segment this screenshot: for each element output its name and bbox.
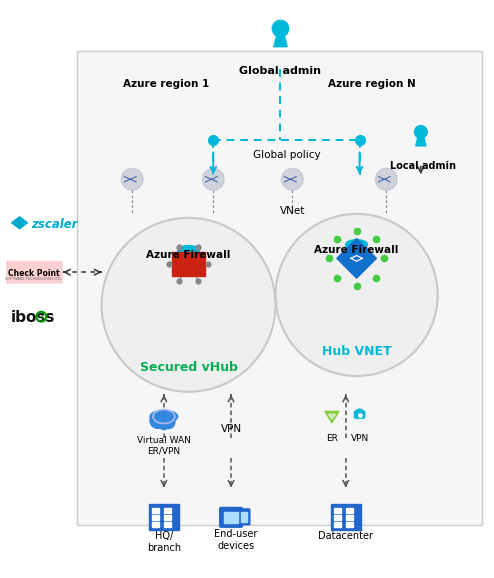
FancyBboxPatch shape [152, 523, 159, 527]
Ellipse shape [150, 410, 178, 423]
Text: Virtual WAN
ER/VPN: Virtual WAN ER/VPN [137, 436, 191, 455]
Circle shape [158, 417, 170, 429]
FancyBboxPatch shape [241, 512, 247, 522]
FancyBboxPatch shape [346, 523, 353, 527]
Circle shape [186, 249, 197, 260]
FancyBboxPatch shape [346, 515, 353, 520]
Ellipse shape [346, 240, 368, 250]
FancyBboxPatch shape [152, 508, 159, 513]
Text: ER: ER [326, 434, 338, 443]
Text: Datacenter: Datacenter [318, 531, 373, 541]
Circle shape [354, 243, 365, 254]
FancyBboxPatch shape [152, 515, 159, 520]
Polygon shape [337, 239, 376, 278]
Polygon shape [329, 414, 335, 419]
FancyBboxPatch shape [334, 515, 341, 520]
Text: Azure region 1: Azure region 1 [123, 79, 209, 90]
Circle shape [272, 20, 288, 37]
Circle shape [346, 242, 358, 254]
Circle shape [375, 168, 397, 190]
Text: VNet: VNet [280, 206, 305, 216]
FancyBboxPatch shape [5, 261, 62, 283]
Text: Hub VNET: Hub VNET [322, 344, 391, 358]
Polygon shape [416, 137, 426, 146]
Text: Azure Firewall: Azure Firewall [314, 244, 399, 254]
FancyBboxPatch shape [334, 508, 341, 513]
Text: iboss: iboss [11, 310, 55, 325]
Text: Azure region N: Azure region N [328, 79, 415, 90]
Text: zscaler: zscaler [32, 218, 78, 231]
FancyBboxPatch shape [331, 505, 361, 530]
Text: SOFTWARE TECHNOLOGIES LTD.: SOFTWARE TECHNOLOGIES LTD. [5, 277, 62, 281]
FancyBboxPatch shape [224, 512, 238, 523]
Polygon shape [12, 217, 28, 229]
FancyBboxPatch shape [220, 507, 243, 527]
Circle shape [122, 168, 143, 190]
Circle shape [161, 415, 175, 429]
Text: VPN: VPN [350, 434, 369, 443]
Polygon shape [325, 412, 339, 423]
Text: Global policy: Global policy [252, 150, 320, 160]
Text: Local admin: Local admin [390, 161, 456, 171]
Text: VPN: VPN [220, 424, 242, 435]
Ellipse shape [178, 246, 200, 255]
FancyBboxPatch shape [164, 508, 171, 513]
Text: HQ/
branch: HQ/ branch [147, 531, 181, 553]
FancyBboxPatch shape [149, 505, 179, 530]
FancyBboxPatch shape [164, 515, 171, 520]
Circle shape [282, 168, 303, 190]
Text: Secured vHub: Secured vHub [140, 361, 238, 373]
Circle shape [178, 248, 190, 260]
Circle shape [414, 125, 427, 138]
FancyBboxPatch shape [172, 253, 206, 276]
Circle shape [184, 251, 194, 261]
FancyBboxPatch shape [77, 51, 482, 525]
Polygon shape [274, 35, 287, 47]
FancyBboxPatch shape [355, 412, 365, 418]
Circle shape [102, 218, 276, 392]
Circle shape [203, 168, 224, 190]
FancyBboxPatch shape [238, 509, 250, 525]
Text: Global admin: Global admin [240, 66, 322, 76]
Text: Azure Firewall: Azure Firewall [146, 250, 231, 261]
FancyBboxPatch shape [164, 523, 171, 527]
Text: ı: ı [40, 314, 42, 320]
Circle shape [352, 245, 362, 255]
Text: End-user
devices: End-user devices [214, 529, 258, 551]
FancyBboxPatch shape [346, 508, 353, 513]
Circle shape [150, 413, 165, 428]
Text: Check Point: Check Point [7, 269, 59, 277]
Circle shape [276, 214, 438, 376]
FancyBboxPatch shape [334, 523, 341, 527]
